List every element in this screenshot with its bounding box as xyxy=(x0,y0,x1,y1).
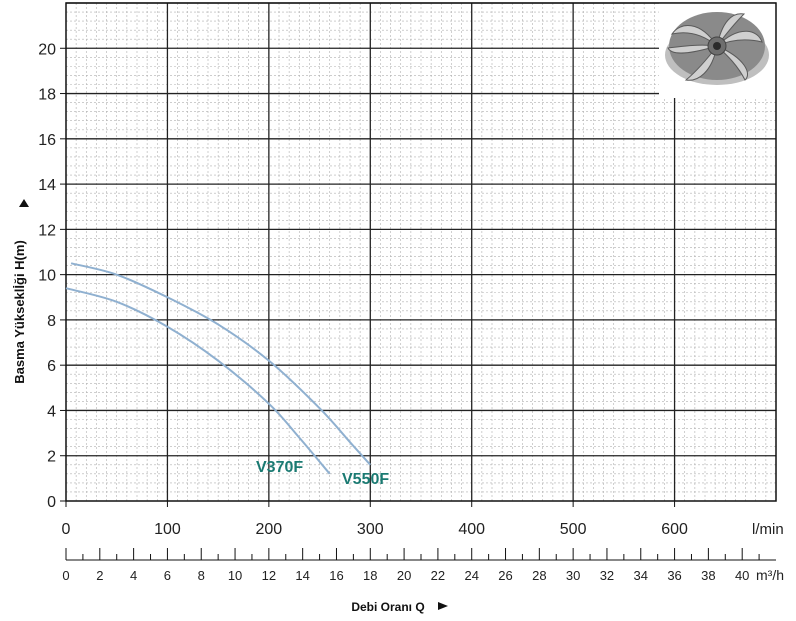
x-axis-label: Debi Oranı Q xyxy=(351,600,424,614)
y-tick-label: 2 xyxy=(47,449,56,466)
minor-grid xyxy=(66,3,776,501)
x2-tick-label: 0 xyxy=(62,568,69,583)
y-tick-label: 0 xyxy=(47,494,56,511)
curves: V550F V370F xyxy=(65,262,389,488)
y-tick-label: 12 xyxy=(38,222,56,239)
x2-tick-label: 16 xyxy=(329,568,343,583)
x2-tick-label: 38 xyxy=(701,568,715,583)
x2-unit-label: m³/h xyxy=(756,567,784,583)
x2-tick-label: 10 xyxy=(228,568,242,583)
impeller-image xyxy=(659,3,776,98)
series-label-v550f: V550F xyxy=(342,471,389,488)
x2-tick-label: 40 xyxy=(735,568,749,583)
y-tick-label: 16 xyxy=(38,132,56,149)
x2-tick-label: 30 xyxy=(566,568,580,583)
curve-v550f xyxy=(70,262,372,466)
y-tick-label: 4 xyxy=(47,403,56,420)
y-tick-label: 20 xyxy=(38,41,56,58)
secondary-x-axis: 0 2 4 6 8 10 12 14 16 18 20 22 24 26 28 30 32 34 36 38 40 xyxy=(62,548,776,583)
y-tick-label: 14 xyxy=(38,177,56,194)
x-tick-label: 400 xyxy=(458,521,485,538)
x2-tick-label: 32 xyxy=(600,568,614,583)
x2-tick-label: 12 xyxy=(262,568,276,583)
x2-tick-label: 8 xyxy=(198,568,205,583)
x2-tick-label: 2 xyxy=(96,568,103,583)
x-tick-label: 300 xyxy=(357,521,384,538)
x2-tick-label: 14 xyxy=(295,568,309,583)
series-label-v370f: V370F xyxy=(256,459,303,476)
x2-tick-label: 4 xyxy=(130,568,137,583)
x2-tick-label: 26 xyxy=(498,568,512,583)
curve-v370f xyxy=(65,287,331,475)
x2-tick-label: 18 xyxy=(363,568,377,583)
plot-frame xyxy=(65,2,777,502)
x2-tick-label: 20 xyxy=(397,568,411,583)
x-tick-label: 100 xyxy=(154,521,181,538)
x2-tick-label: 6 xyxy=(164,568,171,583)
x-axis-arrow-icon xyxy=(438,602,448,610)
x-tick-labels: 0 100 200 300 400 500 600 xyxy=(62,501,688,538)
y-axis-arrow-icon xyxy=(19,199,29,207)
y-tick-label: 8 xyxy=(47,313,56,330)
x-tick-label: 0 xyxy=(62,521,71,538)
x-tick-label: 200 xyxy=(256,521,283,538)
x-tick-label: 500 xyxy=(560,521,587,538)
x2-tick-label: 28 xyxy=(532,568,546,583)
y-tick-label: 10 xyxy=(38,268,56,285)
x2-tick-label: 36 xyxy=(667,568,681,583)
x-tick-label: 600 xyxy=(661,521,688,538)
x2-tick-label: 24 xyxy=(464,568,478,583)
x2-tick-label: 34 xyxy=(634,568,648,583)
x-unit-label: l/min xyxy=(752,521,784,538)
y-axis-label: Basma Yükseklİği H(m) xyxy=(12,240,27,384)
y-tick-label: 6 xyxy=(47,358,56,375)
x2-tick-label: 22 xyxy=(431,568,445,583)
y-tick-labels: 0 2 4 6 8 10 12 14 16 18 20 xyxy=(38,41,66,511)
y-tick-label: 18 xyxy=(38,87,56,104)
